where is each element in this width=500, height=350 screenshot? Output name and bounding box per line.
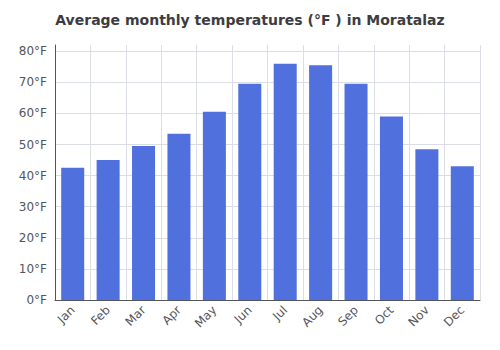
svg-text:Nov: Nov xyxy=(405,303,431,329)
svg-text:Sep: Sep xyxy=(335,303,361,329)
svg-text:Mar: Mar xyxy=(123,303,149,329)
svg-text:50°F: 50°F xyxy=(19,138,47,152)
svg-text:Feb: Feb xyxy=(88,303,113,328)
svg-text:60°F: 60°F xyxy=(19,106,47,120)
svg-text:Aug: Aug xyxy=(299,303,325,329)
svg-text:Average monthly temperatures (: Average monthly temperatures (°F ) in Mo… xyxy=(55,12,444,28)
svg-text:Oct: Oct xyxy=(372,303,397,328)
svg-text:30°F: 30°F xyxy=(19,200,47,214)
svg-text:10°F: 10°F xyxy=(19,262,47,276)
svg-text:May: May xyxy=(192,303,219,330)
svg-text:Jul: Jul xyxy=(269,303,290,324)
svg-text:0°F: 0°F xyxy=(26,293,47,307)
svg-text:Jun: Jun xyxy=(231,303,255,327)
svg-text:Jan: Jan xyxy=(54,303,78,327)
svg-text:Dec: Dec xyxy=(441,303,467,329)
svg-text:40°F: 40°F xyxy=(19,169,47,183)
svg-text:Apr: Apr xyxy=(159,303,184,328)
svg-text:80°F: 80°F xyxy=(19,44,47,58)
svg-text:20°F: 20°F xyxy=(19,231,47,245)
svg-text:70°F: 70°F xyxy=(19,75,47,89)
